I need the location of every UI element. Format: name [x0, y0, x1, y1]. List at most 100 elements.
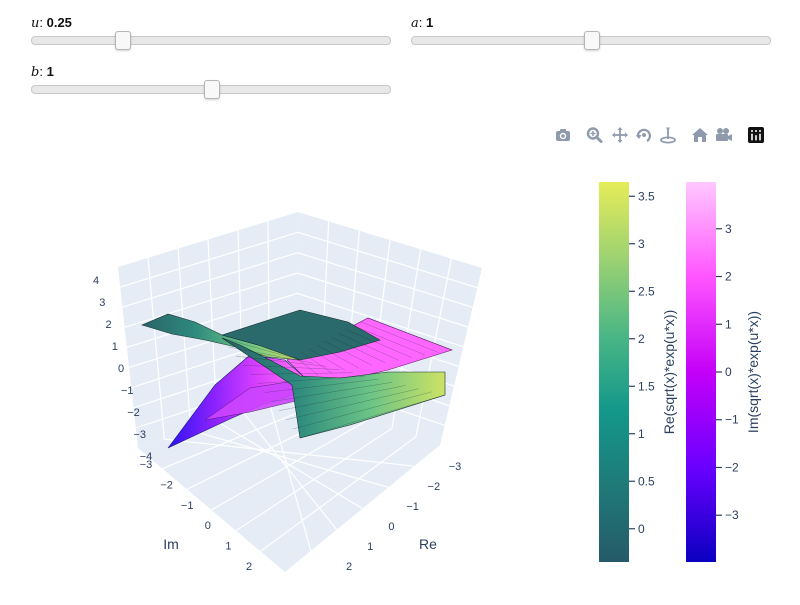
slider-a: a: 1 — [411, 14, 771, 50]
mesh-line — [285, 388, 419, 420]
colorbar-imag-ticks: −3 −2 −1 0 1 2 3 — [716, 222, 739, 522]
colorbar-tick-label: 1 — [638, 427, 645, 441]
axis-tick-label: −3 — [140, 459, 153, 471]
surface-mesh — [221, 317, 453, 439]
mesh-line — [360, 321, 439, 353]
axis-tick-label: 2 — [346, 561, 352, 573]
mesh-line — [316, 344, 359, 368]
colorbar-tick-label: −3 — [725, 508, 739, 522]
colorbar-tick-label: 2 — [725, 270, 732, 284]
colorbar-tick-label: 0.5 — [638, 474, 655, 488]
grid-line — [235, 427, 393, 532]
axis-tick-label: 4 — [93, 275, 99, 287]
grid-line — [164, 438, 415, 467]
axis-tick-label: −2 — [428, 481, 441, 493]
grid-line — [177, 248, 192, 431]
grid-line — [242, 412, 338, 531]
slider-u: u: 0.25 — [31, 14, 391, 50]
slider-u-value: 0.25 — [46, 15, 72, 30]
camera-icon[interactable] — [553, 126, 573, 144]
mesh-line — [338, 333, 399, 361]
grid-line — [269, 403, 312, 551]
slider-u-handle[interactable] — [114, 31, 131, 50]
colorbar-tick-label: 0 — [638, 522, 645, 536]
slider-b-track[interactable] — [31, 80, 391, 99]
pan-icon[interactable] — [610, 126, 630, 144]
turntable-rotation-icon[interactable] — [658, 126, 678, 144]
axis-tick-label: 3 — [99, 297, 105, 309]
colorbar-tick-label: 2 — [638, 332, 645, 346]
colorbar-real[interactable] — [599, 182, 629, 562]
mesh-line — [309, 348, 346, 371]
mesh-line — [243, 365, 340, 370]
mesh-line — [257, 375, 366, 384]
colorbar-tick-label: 3 — [725, 222, 732, 236]
axis-tick-label: −3 — [449, 461, 462, 473]
last-save-view-icon[interactable] — [714, 126, 734, 144]
mesh-line — [221, 337, 301, 361]
slider-u-label: u: 0.25 — [31, 15, 72, 31]
slider-a-label: a: 1 — [411, 15, 434, 31]
colorbar-tick-label: 2.5 — [638, 284, 655, 298]
zoom-icon[interactable] — [585, 126, 605, 144]
grid-line — [260, 436, 417, 552]
mesh-line — [236, 356, 327, 367]
mesh-line — [299, 394, 446, 439]
mesh-line — [264, 378, 380, 393]
reset-view-icon[interactable] — [690, 126, 710, 144]
colorbar-tick-label: 1.5 — [638, 379, 655, 393]
axis-tick-label: −3 — [133, 429, 146, 441]
axis-tick-label: −1 — [406, 501, 419, 513]
axis-tick-label: 1 — [112, 341, 118, 353]
mesh-line — [323, 340, 372, 366]
y-axis-ticks: −3 −2 −1 0 1 2 — [140, 459, 252, 573]
axis-tick-label: 1 — [225, 541, 231, 553]
colorbar-tick-label: −1 — [725, 413, 739, 427]
slider-a-handle[interactable] — [584, 31, 600, 50]
plotly-logo-icon[interactable] — [746, 126, 766, 144]
orbit-rotation-icon[interactable] — [634, 126, 654, 144]
mesh-line — [345, 329, 412, 358]
grid-line — [211, 419, 369, 511]
plot-area: 4 3 2 1 0 −1 −2 −3 −4 −3 −2 −1 0 1 2 −3 −2 −1 0 1 2 Re Im … — [0, 150, 800, 600]
x-axis-title: Re — [419, 536, 437, 552]
axis-tick-label: −2 — [127, 407, 140, 419]
grid-line — [147, 257, 165, 440]
mesh-line — [286, 359, 306, 379]
mesh-line — [292, 391, 432, 430]
colorbar-tick-label: 0 — [725, 365, 732, 379]
mesh-line — [250, 372, 353, 375]
mesh-line — [229, 346, 314, 364]
axis-tick-label: 1 — [367, 541, 373, 553]
colorbar-imag[interactable] — [686, 182, 716, 562]
slider-a-value: 1 — [426, 15, 434, 30]
slider-u-track[interactable] — [31, 31, 391, 50]
axis-tick-label: 0 — [205, 520, 211, 532]
grid-line — [190, 429, 389, 488]
axis-tick-label: −1 — [121, 385, 134, 397]
axis-tick-label: 0 — [118, 363, 124, 375]
surface-real — [141, 309, 446, 439]
slider-b-label: b: 1 — [31, 64, 54, 80]
mesh-line — [278, 385, 406, 411]
axis-tick-label: 2 — [105, 319, 111, 331]
axis-tick-label: 2 — [246, 561, 252, 573]
slider-a-track[interactable] — [411, 31, 771, 50]
slider-b-value: 1 — [46, 64, 54, 79]
y-axis-title: Im — [163, 536, 179, 552]
slider-b-handle[interactable] — [204, 80, 220, 99]
colorbar-tick-label: 1 — [725, 317, 732, 331]
x-axis-ticks: −3 −2 −1 0 1 2 — [346, 461, 461, 573]
axis-tick-label: −1 — [181, 500, 194, 512]
mesh-line — [294, 356, 319, 376]
axis-tick-label: −2 — [160, 479, 173, 491]
axis-tick-label: −4 — [140, 451, 153, 463]
slider-b: b: 1 — [31, 63, 391, 99]
mesh-line — [301, 352, 332, 374]
surface-real-back-sheet — [220, 309, 381, 361]
mesh-line — [353, 325, 426, 356]
mesh-line — [331, 336, 386, 363]
mesh-line — [271, 382, 393, 402]
